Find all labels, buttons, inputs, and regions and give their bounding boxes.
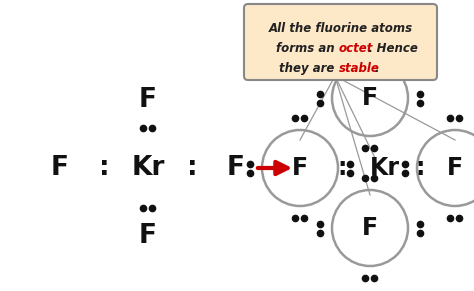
Text: F: F <box>362 86 378 110</box>
Text: F: F <box>447 156 463 180</box>
Text: F: F <box>139 223 157 249</box>
Text: :: : <box>187 155 197 181</box>
Text: All the fluorine atoms: All the fluorine atoms <box>268 22 412 35</box>
Text: octet: octet <box>338 42 373 55</box>
Text: :: : <box>415 156 425 180</box>
Text: forms an: forms an <box>276 42 338 55</box>
Text: they are: they are <box>279 62 338 75</box>
Text: F: F <box>139 87 157 113</box>
Text: stable: stable <box>338 62 379 75</box>
Text: .: . <box>374 62 379 75</box>
Text: . Hence: . Hence <box>368 42 419 55</box>
Text: F: F <box>362 216 378 240</box>
Text: F: F <box>227 155 245 181</box>
Text: F: F <box>51 155 69 181</box>
Text: F: F <box>292 156 308 180</box>
FancyBboxPatch shape <box>244 4 437 80</box>
Text: Kr: Kr <box>370 156 400 180</box>
Text: Kr: Kr <box>131 155 164 181</box>
Text: :: : <box>99 155 109 181</box>
Text: :: : <box>338 156 347 180</box>
